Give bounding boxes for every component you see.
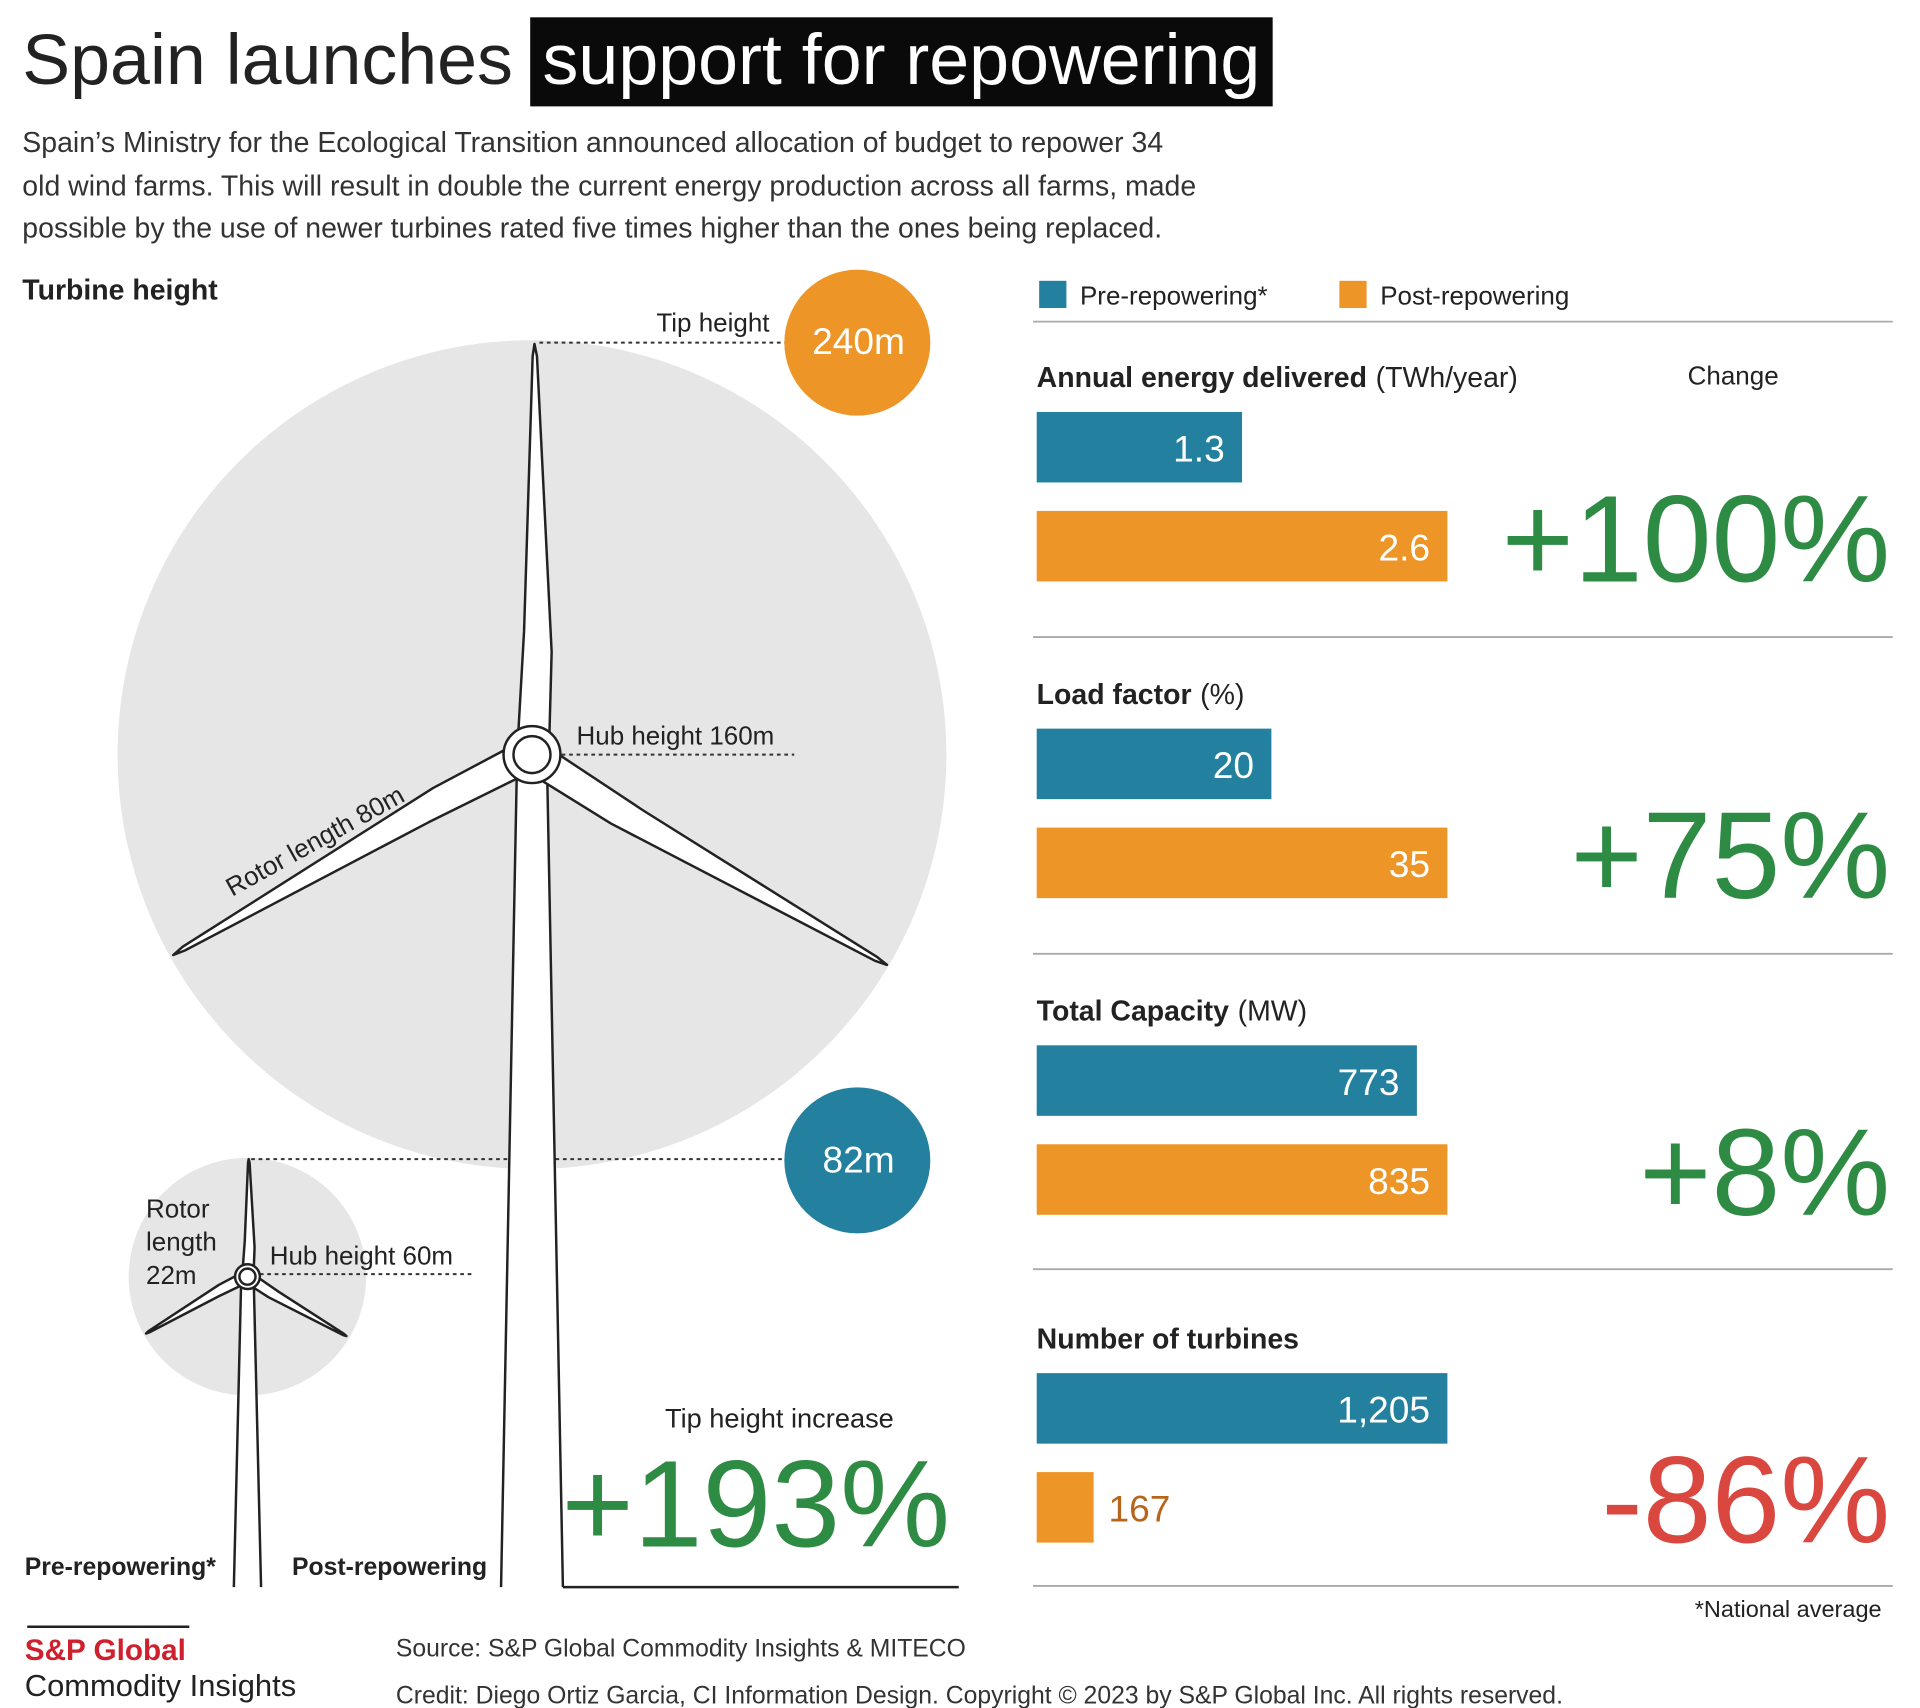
post-hub-label: Hub height 160m bbox=[577, 721, 775, 751]
value-label: 773 bbox=[1338, 1061, 1400, 1103]
subtitle: old wind farms. This will result in doub… bbox=[22, 170, 1196, 202]
category-unit: (%) bbox=[1200, 679, 1244, 711]
bar bbox=[1036, 1144, 1448, 1215]
subtitle: Spain’s Ministry for the Ecological Tran… bbox=[22, 127, 1163, 159]
bar bbox=[1036, 1472, 1094, 1543]
category-label: Annual energy delivered bbox=[1037, 362, 1367, 394]
blade bbox=[171, 748, 523, 957]
hub-inner bbox=[512, 734, 552, 775]
title: Spain launches bbox=[22, 20, 513, 100]
pre-rotor-label: 22m bbox=[146, 1260, 197, 1290]
post-tip: 240m bbox=[812, 320, 905, 362]
turbines bbox=[144, 342, 889, 1588]
bar-chart: Pre-repowering* Post-repowering Change Annu… bbox=[1032, 280, 1893, 1587]
change: +8% bbox=[1639, 1104, 1890, 1242]
bar bbox=[1036, 510, 1448, 582]
turbine-diagram: Turbine height 240m 82m Tip height Hub h… bbox=[22, 269, 959, 1589]
legend-label: Post-repowering bbox=[1380, 280, 1569, 310]
category-label: Load factor bbox=[1037, 679, 1192, 711]
section-title: Turbine height bbox=[22, 274, 218, 306]
footnote: *National average bbox=[1695, 1596, 1882, 1622]
value-label: 1.3 bbox=[1173, 427, 1225, 469]
change: +100% bbox=[1502, 470, 1891, 608]
bar bbox=[1036, 827, 1448, 899]
category-label: Total Capacity bbox=[1037, 996, 1229, 1028]
logo-sub: Commodity Insights bbox=[25, 1668, 296, 1703]
post-label: Post-repowering bbox=[292, 1554, 487, 1581]
bar bbox=[1036, 728, 1272, 800]
value-label: 835 bbox=[1368, 1160, 1430, 1202]
credit: Credit: Diego Ortiz Garcia, CI Informati… bbox=[396, 1682, 1563, 1708]
blade bbox=[517, 342, 553, 736]
pre-label: Pre-repowering* bbox=[25, 1554, 216, 1581]
pre-hub-label: Hub height 60m bbox=[270, 1240, 453, 1270]
value-label: 20 bbox=[1213, 744, 1254, 786]
subtitle: possible by the use of newer turbines ra… bbox=[22, 213, 1162, 245]
post-tip-badge bbox=[784, 269, 931, 416]
bar bbox=[1036, 1373, 1448, 1444]
legend-label: Pre-repowering* bbox=[1080, 280, 1268, 310]
value-label: 167 bbox=[1108, 1488, 1170, 1530]
category-unit: (MW) bbox=[1238, 996, 1307, 1028]
category-unit: (TWh/year) bbox=[1376, 362, 1518, 394]
legend-swatch bbox=[1339, 280, 1367, 309]
change: -86% bbox=[1602, 1432, 1891, 1570]
logo-brand: S&P Global bbox=[25, 1634, 186, 1667]
source: Source: S&P Global Commodity Insights & … bbox=[396, 1635, 966, 1662]
increase: +193% bbox=[562, 1435, 951, 1573]
title-highlight-box bbox=[530, 17, 1273, 107]
pre-tip: 82m bbox=[822, 1139, 894, 1181]
hub-inner bbox=[238, 1267, 257, 1286]
bar bbox=[1036, 1045, 1417, 1116]
blade bbox=[539, 751, 889, 967]
change-header: Change bbox=[1688, 361, 1779, 391]
pre-rotor-label: length bbox=[146, 1227, 217, 1257]
bar bbox=[1036, 411, 1243, 483]
value-label: 1,205 bbox=[1337, 1389, 1430, 1431]
increase-label: Tip height increase bbox=[665, 1403, 894, 1434]
title-highlight: support for repowering bbox=[543, 20, 1261, 100]
pre-rotor-label: Rotor bbox=[146, 1193, 210, 1223]
change: +75% bbox=[1570, 787, 1890, 925]
category-label: Number of turbines bbox=[1037, 1323, 1299, 1355]
legend-swatch bbox=[1039, 280, 1067, 309]
value-label: 35 bbox=[1389, 843, 1430, 885]
tip-height-label: Tip height bbox=[656, 308, 770, 338]
value-label: 2.6 bbox=[1378, 526, 1430, 568]
pre-tip-badge bbox=[784, 1087, 931, 1234]
